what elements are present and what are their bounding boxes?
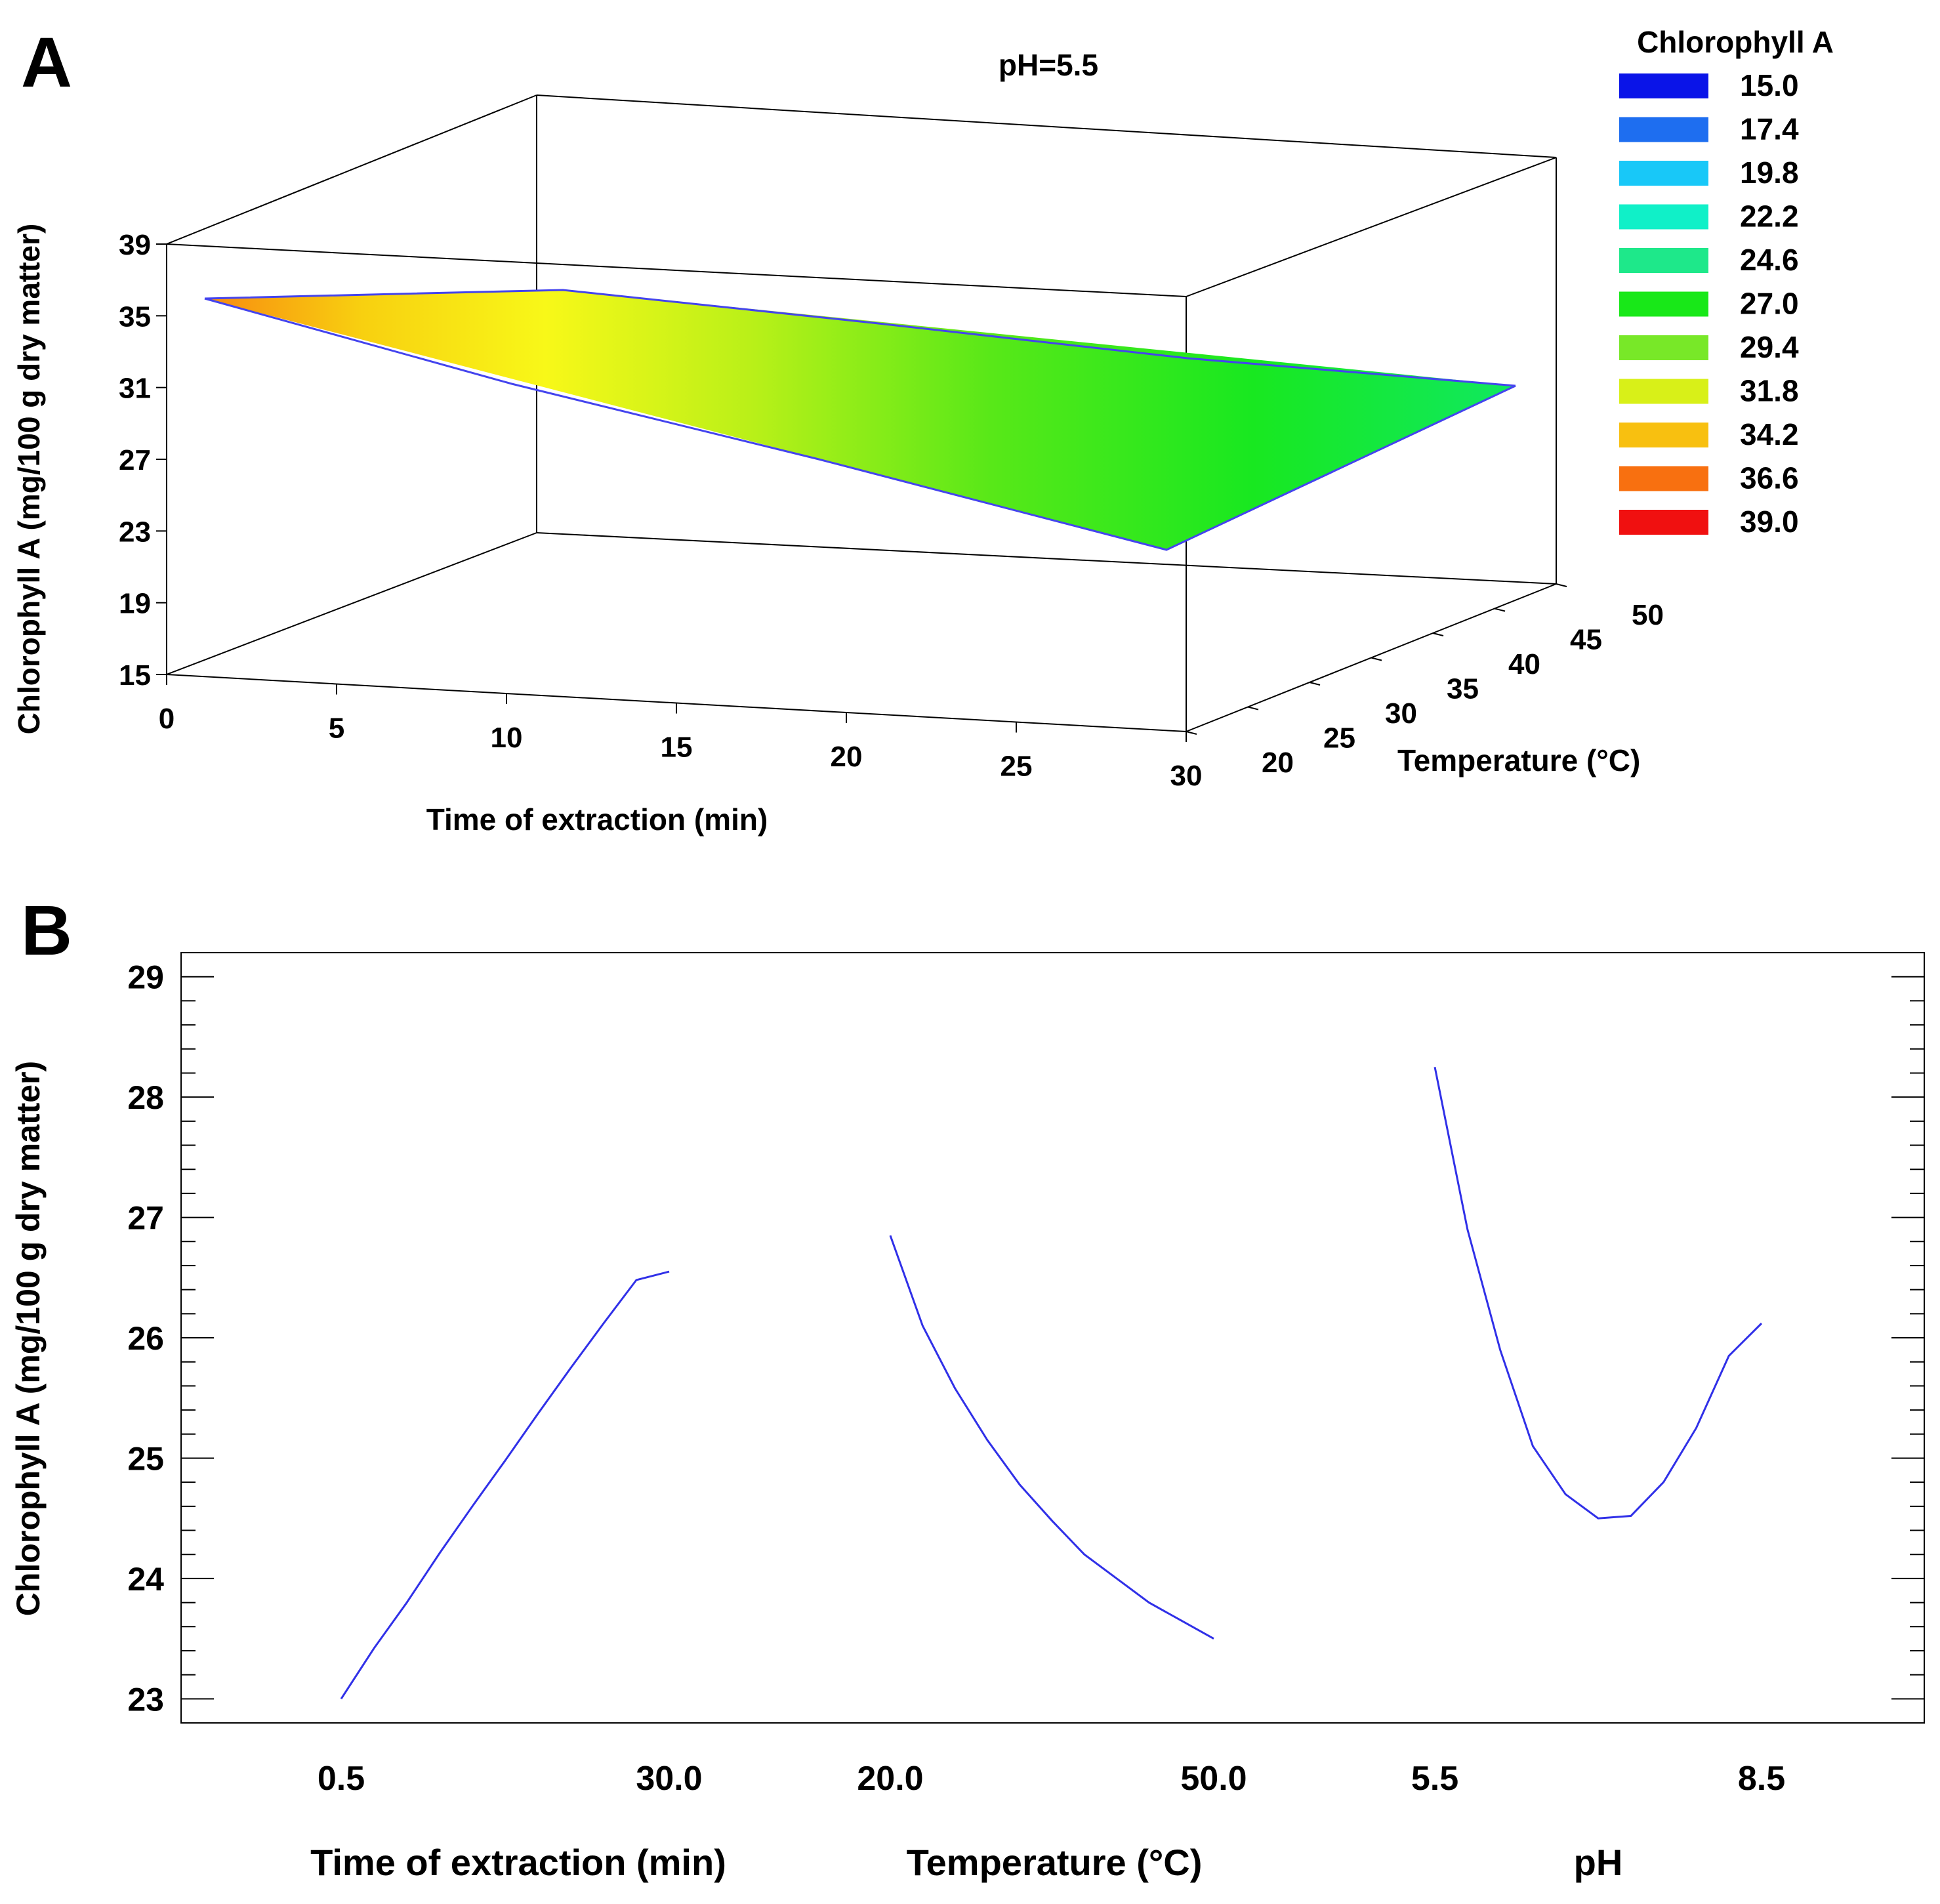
y-tick-label: 28 (127, 1079, 164, 1116)
y-tick (1247, 706, 1259, 711)
panel-a-3d-surface: pH=5.5 15 19 23 27 31 35 39 0 5 10 15 20 25 30 20 25 30 3… (12, 25, 1834, 837)
y-tick (1494, 608, 1506, 612)
panel-a-x-axis-label: Time of extraction (min) (426, 802, 768, 837)
y-tick-label: 35 (1447, 673, 1479, 705)
factor-name: pH (1574, 1842, 1623, 1883)
legend-swatch (1619, 117, 1708, 142)
legend-label: 19.8 (1740, 155, 1799, 190)
legend-label: 36.6 (1740, 461, 1799, 495)
surface-edge (204, 297, 1516, 551)
box-edge (166, 532, 537, 675)
y-tick-label: 27 (127, 1200, 164, 1237)
panel-b-line-chart: 23 24 25 26 27 28 29 0.5 30.0 Time of extraction … (10, 952, 1925, 1883)
y-tick-label: 30 (1385, 697, 1417, 730)
factor-low-label: 0.5 (318, 1760, 365, 1798)
box-edge (536, 532, 1557, 585)
y-tick-label: 26 (127, 1320, 164, 1357)
y-tick (1432, 632, 1444, 636)
factor-curve (340, 1270, 670, 1700)
box-edge (1186, 157, 1557, 297)
z-tick-label: 31 (119, 373, 151, 405)
factor-name: Time of extraction (min) (310, 1842, 726, 1883)
legend-swatch (1619, 73, 1708, 98)
x-tick-label: 30 (1170, 760, 1203, 792)
y-tick-label: 50 (1632, 599, 1664, 631)
panel-a-y-axis-label: Temperature (°C) (1397, 743, 1640, 777)
legend-label: 27.0 (1740, 287, 1799, 321)
legend-swatch (1619, 248, 1708, 273)
legend-swatch (1619, 466, 1708, 491)
legend-swatch (1619, 291, 1708, 317)
legend-label: 31.8 (1740, 374, 1799, 408)
z-tick-label: 19 (119, 588, 151, 620)
legend-label: 15.0 (1740, 68, 1799, 102)
box-edge (536, 94, 1557, 158)
factor-low-label: 5.5 (1411, 1760, 1458, 1798)
z-tick-label: 39 (119, 229, 151, 261)
factor-high-label: 8.5 (1738, 1760, 1785, 1798)
box-edge (166, 94, 537, 245)
legend-swatch (1619, 204, 1708, 230)
x-tick-label: 20 (831, 741, 863, 773)
x-tick-label: 0 (159, 703, 175, 735)
box-edge (166, 243, 1187, 297)
factor-high-label: 30.0 (636, 1760, 702, 1798)
legend-label: 39.0 (1740, 505, 1799, 539)
z-tick-label: 15 (119, 659, 151, 692)
panel-a-title: pH=5.5 (999, 48, 1098, 82)
response-surface (205, 290, 1516, 550)
factor-low-label: 20.0 (857, 1760, 923, 1798)
y-tick (1556, 583, 1567, 587)
x-tick-label: 15 (661, 732, 693, 764)
legend-swatch (1619, 161, 1708, 186)
legend-label: 22.2 (1740, 199, 1799, 234)
panel-label-a: A (21, 22, 72, 102)
y-tick-label: 40 (1508, 648, 1540, 680)
legend-swatch (1619, 379, 1708, 404)
panel-a-z-axis-label: Chlorophyll A (mg/100 g dry matter) (12, 224, 46, 735)
y-tick-label: 25 (1323, 722, 1355, 755)
y-tick-label: 25 (127, 1440, 164, 1477)
surface-edge (204, 289, 1516, 387)
factor-high-label: 50.0 (1180, 1760, 1247, 1798)
z-tick-label: 23 (119, 516, 151, 548)
legend-swatch (1619, 510, 1708, 535)
legend-label: 24.6 (1740, 243, 1799, 277)
y-tick-label: 29 (127, 959, 164, 996)
legend-label: 34.2 (1740, 417, 1799, 451)
panel-b-lines (340, 1067, 1763, 1700)
legend-swatch (1619, 335, 1708, 360)
y-tick-label: 45 (1570, 624, 1602, 656)
panel-b-y-axis-label: Chlorophyll A (mg/100 g dry matter) (10, 1061, 47, 1616)
x-tick-label: 10 (491, 722, 523, 754)
panel-a-axes: 15 19 23 27 31 35 39 0 5 10 15 20 25 30 20 25 30 35 40 45 50 (119, 229, 1664, 792)
factor-curve (889, 1235, 1214, 1640)
y-tick (1309, 682, 1321, 686)
y-tick (1371, 657, 1382, 661)
y-tick-label: 23 (127, 1681, 164, 1718)
y-tick (1186, 731, 1197, 735)
panel-label-b: B (21, 890, 72, 970)
factor-name: Temperature (°C) (907, 1842, 1203, 1883)
plot-frame (180, 952, 1925, 1724)
y-tick-label: 24 (127, 1561, 164, 1598)
legend-label: 29.4 (1740, 330, 1799, 364)
y-tick-label: 20 (1262, 747, 1294, 779)
legend: Chlorophyll A 15.0 17.4 19.8 22.2 24.6 27.0 29… (1619, 25, 1834, 539)
x-tick-label: 25 (1001, 751, 1033, 783)
legend-swatch (1619, 423, 1708, 447)
x-tick-label: 5 (329, 713, 344, 745)
factor-curve (1434, 1067, 1763, 1520)
z-tick-label: 27 (119, 444, 151, 476)
legend-title: Chlorophyll A (1637, 25, 1834, 59)
legend-label: 17.4 (1740, 112, 1799, 146)
z-tick-label: 35 (119, 300, 151, 333)
panel-b-axes: 23 24 25 26 27 28 29 0.5 30.0 Time of extraction … (127, 952, 1924, 1883)
